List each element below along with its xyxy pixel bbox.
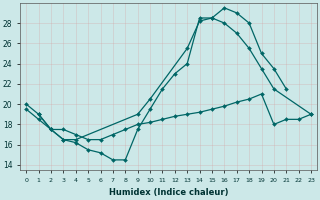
X-axis label: Humidex (Indice chaleur): Humidex (Indice chaleur)	[109, 188, 228, 197]
